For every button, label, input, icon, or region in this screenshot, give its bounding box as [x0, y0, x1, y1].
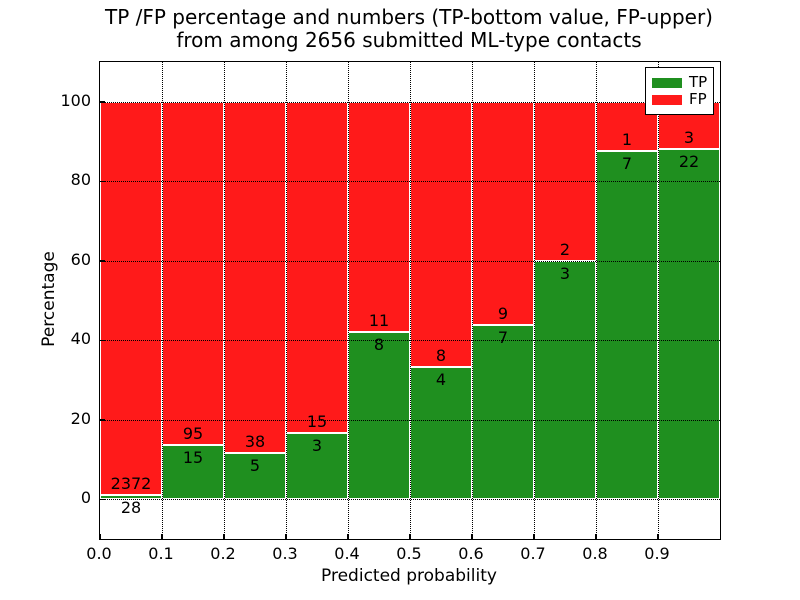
bar-fp-segment	[410, 101, 472, 367]
tp-count-label: 4	[435, 369, 447, 389]
gridline-vertical	[223, 62, 225, 539]
x-tick-mark	[161, 534, 163, 539]
gridline-vertical	[347, 62, 349, 539]
chart-title-line2: from among 2656 submitted ML-type contac…	[176, 28, 642, 52]
y-tick-label: 20	[70, 408, 91, 428]
x-tick-label: 0.6	[458, 544, 484, 563]
y-tick-label: 100	[60, 90, 91, 110]
fp-count-label: 8	[435, 345, 447, 365]
y-tick-mark	[100, 260, 105, 262]
gridline-vertical	[657, 62, 659, 539]
bar-fp-segment	[472, 101, 534, 326]
fp-count-label: 3	[683, 128, 695, 148]
bar-fp-segment	[286, 101, 348, 433]
x-axis-label: Predicted probability	[321, 566, 497, 586]
bar-tp-segment	[286, 432, 348, 500]
y-tick-label: 0	[80, 488, 91, 508]
x-tick-mark	[223, 534, 225, 539]
chart-title: TP /FP percentage and numbers (TP-bottom…	[99, 6, 719, 52]
legend-box: TP FP	[645, 67, 714, 115]
tp-count-label: 7	[621, 154, 633, 174]
legend-rows: TP FP	[652, 75, 707, 107]
y-tick-mark	[100, 180, 105, 182]
plot-area: 2372 28 95 15 38 5 15 3 11 8 8 4 9 7 2 3 1 7 3 22	[99, 61, 721, 540]
tp-count-label: 7	[497, 328, 509, 348]
bar-tp-segment	[596, 151, 658, 500]
bar-tp-segment	[410, 366, 472, 500]
x-tick-label: 0.4	[334, 544, 360, 563]
x-tick-mark	[595, 534, 597, 539]
chart-title-line1: TP /FP percentage and numbers (TP-bottom…	[105, 5, 713, 29]
tp-count-label: 8	[373, 334, 385, 354]
fp-count-label: 95	[182, 424, 204, 444]
y-tick-label: 80	[70, 170, 91, 190]
fp-count-label: 1	[621, 130, 633, 150]
tp-count-label: 22	[678, 152, 700, 172]
bar-tp-segment	[658, 149, 720, 500]
x-tick-label: 0.8	[582, 544, 608, 563]
y-tick-label: 40	[70, 329, 91, 349]
legend-label: TP	[689, 73, 708, 91]
tp-count-label: 5	[249, 456, 261, 476]
bar-tp-segment	[534, 260, 596, 500]
bar-fp-segment	[100, 101, 162, 495]
legend-label: FP	[689, 90, 707, 108]
x-tick-mark	[533, 534, 535, 539]
x-tick-mark	[99, 534, 101, 539]
tp-count-label: 15	[182, 448, 204, 468]
x-tick-label: 0.9	[644, 544, 670, 563]
bar-tp-segment	[162, 445, 224, 500]
bar-fp-segment	[162, 101, 224, 446]
y-tick-mark	[100, 498, 105, 500]
x-tick-label: 0.0	[86, 544, 112, 563]
fp-count-label: 2	[559, 239, 571, 259]
tp-count-label: 3	[559, 263, 571, 283]
x-tick-label: 0.1	[148, 544, 174, 563]
gridline-vertical	[161, 62, 163, 539]
y-tick-mark	[100, 419, 105, 421]
x-tick-mark	[471, 534, 473, 539]
fp-count-label: 38	[244, 432, 266, 452]
gridline-vertical	[533, 62, 535, 539]
y-tick-mark	[100, 339, 105, 341]
bar-fp-segment	[224, 101, 286, 454]
y-tick-mark	[100, 101, 105, 103]
gridline-vertical	[409, 62, 411, 539]
gridline-vertical	[471, 62, 473, 539]
bar-tp-segment	[472, 325, 534, 500]
gridline-vertical	[595, 62, 597, 539]
x-tick-mark	[285, 534, 287, 539]
legend-entry: FP	[652, 92, 707, 107]
gridline-vertical	[285, 62, 287, 539]
x-tick-mark	[347, 534, 349, 539]
fp-count-label: 9	[497, 304, 509, 324]
fp-legend-swatch	[652, 94, 682, 105]
x-tick-mark	[657, 534, 659, 539]
x-tick-label: 0.2	[210, 544, 236, 563]
bar-tp-segment	[348, 331, 410, 500]
tp-legend-swatch	[652, 77, 682, 88]
tp-count-label: 3	[311, 435, 323, 455]
fp-count-label: 15	[306, 411, 328, 431]
fp-count-label: 11	[368, 310, 390, 330]
bar-fp-segment	[348, 101, 410, 332]
x-tick-mark	[409, 534, 411, 539]
fp-count-label: 2372	[110, 473, 152, 493]
x-tick-label: 0.5	[396, 544, 422, 563]
x-tick-label: 0.3	[272, 544, 298, 563]
x-tick-label: 0.7	[520, 544, 546, 563]
tp-count-label: 28	[120, 497, 142, 517]
y-tick-label: 60	[70, 249, 91, 269]
legend-entry: TP	[652, 75, 707, 90]
